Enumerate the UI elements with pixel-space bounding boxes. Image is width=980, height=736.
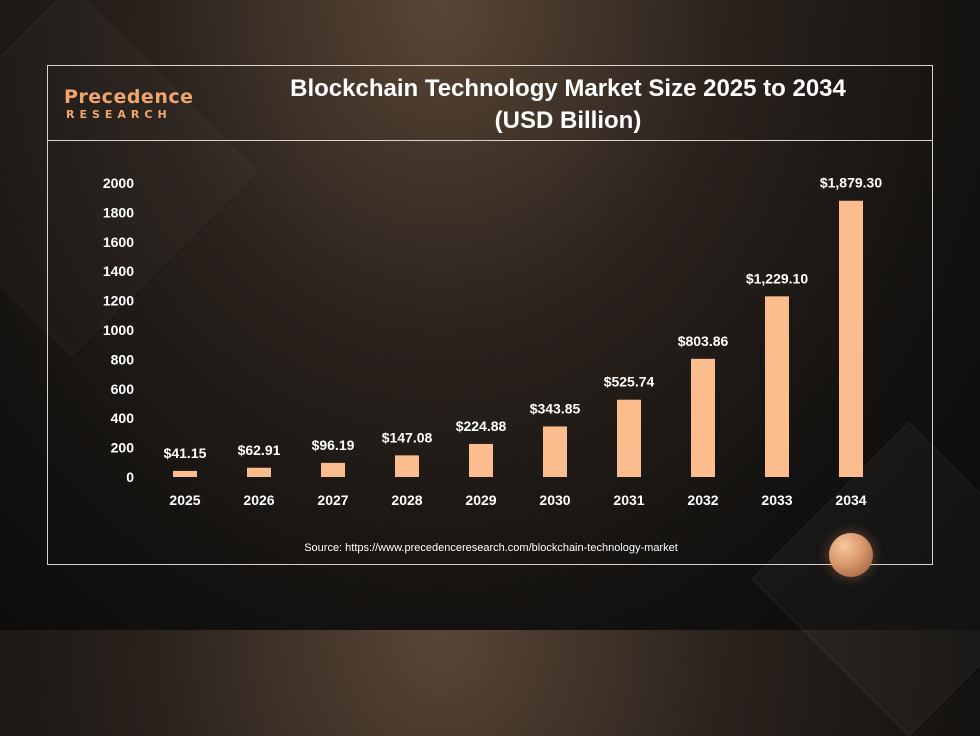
y-tick-label: 1600 xyxy=(103,234,134,250)
data-label: $224.88 xyxy=(456,418,507,434)
chart-title-line1: Blockchain Technology Market Size 2025 t… xyxy=(290,75,846,102)
chart-title-line2: (USD Billion) xyxy=(494,107,642,134)
x-tick-label: 2034 xyxy=(835,492,866,508)
bar xyxy=(691,358,715,477)
data-label: $96.19 xyxy=(312,437,355,453)
decorative-orb xyxy=(829,533,873,577)
y-tick-label: 800 xyxy=(111,351,135,367)
bar xyxy=(321,462,345,477)
y-tick-label: 600 xyxy=(111,381,135,397)
bar xyxy=(765,296,789,477)
logo-wordmark: Precedence xyxy=(64,86,194,108)
x-tick-label: 2027 xyxy=(317,492,348,508)
bar xyxy=(469,443,493,477)
y-tick-label: 2000 xyxy=(103,175,134,191)
bar xyxy=(617,399,641,477)
data-label: $1,229.10 xyxy=(746,270,808,286)
y-tick-label: 0 xyxy=(126,469,134,485)
x-tick-label: 2028 xyxy=(391,492,422,508)
y-tick-label: 1000 xyxy=(103,322,134,338)
logo-subtitle: RESEARCH xyxy=(66,108,172,121)
x-tick-label: 2026 xyxy=(243,492,274,508)
bar xyxy=(247,467,271,477)
source-citation: Source: https://www.precedenceresearch.c… xyxy=(304,542,678,554)
brand-logo: Precedence RESEARCH xyxy=(64,86,199,126)
y-tick-label: 1400 xyxy=(103,263,134,279)
bar xyxy=(543,426,567,477)
bar xyxy=(395,455,419,477)
data-label: $62.91 xyxy=(238,442,281,458)
bar xyxy=(839,200,863,477)
bar-chart: 0 200 400 600 800 1000 1200 1400 1600 1800 2000 $41… xyxy=(103,175,883,508)
data-label: $147.08 xyxy=(382,429,433,445)
y-tick-label: 200 xyxy=(111,440,135,456)
x-tick-label: 2029 xyxy=(465,492,496,508)
x-tick-label: 2031 xyxy=(613,492,644,508)
data-label: $343.85 xyxy=(530,400,581,416)
chart-title: Blockchain Technology Market Size 2025 t… xyxy=(238,73,898,137)
x-tick-label: 2033 xyxy=(761,492,792,508)
data-label: $1,879.30 xyxy=(820,175,882,191)
y-tick-label: 1200 xyxy=(103,293,134,309)
y-tick-label: 400 xyxy=(111,410,135,426)
x-tick-label: 2030 xyxy=(539,492,570,508)
data-label: $41.15 xyxy=(164,445,207,461)
data-label: $525.74 xyxy=(604,374,655,390)
y-tick-label: 1800 xyxy=(103,204,134,220)
chart-card: Precedence RESEARCH Blockchain Technolog… xyxy=(47,65,933,565)
x-tick-label: 2025 xyxy=(169,492,200,508)
data-label: $803.86 xyxy=(678,333,729,349)
header-divider xyxy=(48,140,932,141)
x-tick-label: 2032 xyxy=(687,492,718,508)
bar xyxy=(173,470,197,477)
